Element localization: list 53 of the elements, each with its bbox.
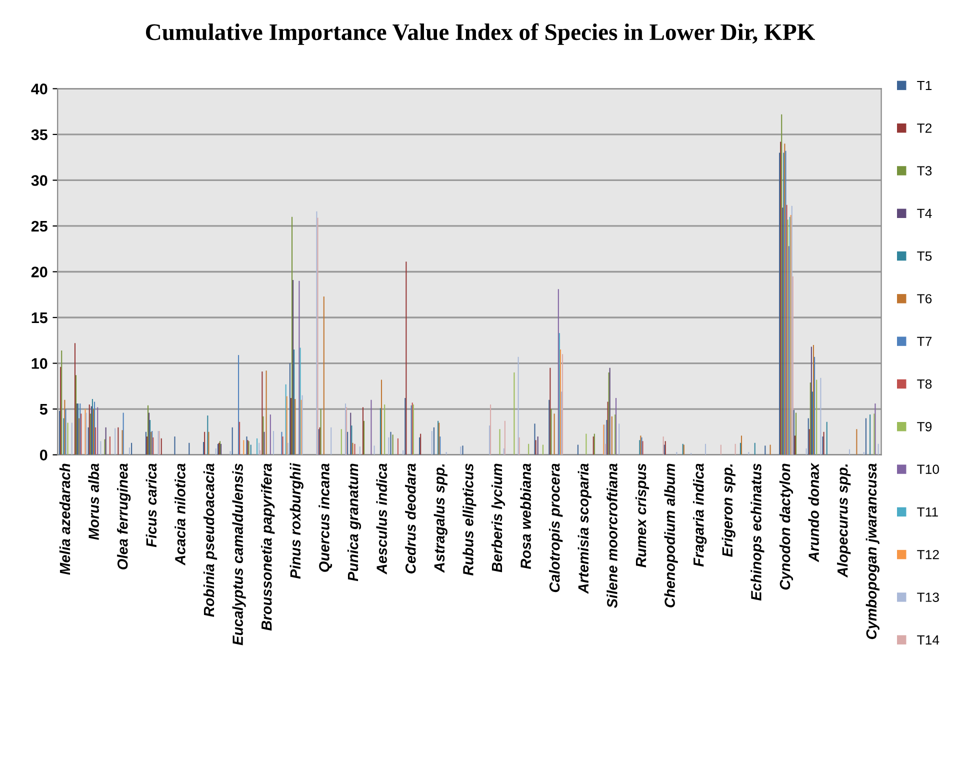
y-tick-label: 0 bbox=[40, 450, 48, 460]
x-tick-label: Silene moorcroftiana bbox=[606, 464, 618, 608]
x-tick-label: Olea ferruginea bbox=[117, 464, 131, 570]
x-tick-label: Fragaria indica bbox=[693, 464, 707, 567]
y-tick-label: 25 bbox=[31, 220, 48, 232]
legend-label: T8 bbox=[917, 379, 932, 389]
x-tick-label: Echinops echinatus bbox=[750, 464, 764, 601]
x-tick-label: Eucalyptus camaldulensis bbox=[232, 464, 246, 646]
x-tick-label: Erigeron spp. bbox=[722, 464, 736, 557]
legend-label: T12 bbox=[917, 550, 939, 560]
x-tick-label: Pinus roxburghii bbox=[290, 462, 304, 579]
y-tick-label: 40 bbox=[31, 84, 48, 94]
legend-label: T13 bbox=[917, 592, 939, 602]
legend-label: T1 bbox=[917, 80, 932, 90]
chart-title: Cumulative Importance Value Index of Species in Lower Dir, KPK bbox=[146, 23, 815, 45]
legend-label: T11 bbox=[917, 507, 938, 517]
legend-label: T6 bbox=[917, 294, 932, 304]
x-tick-label: Morus alba bbox=[88, 464, 99, 540]
x-tick-label: Quercus incana bbox=[318, 464, 332, 572]
y-tick-label: 35 bbox=[31, 129, 48, 140]
x-tick-label: Acacia nilotica bbox=[174, 464, 186, 566]
x-tick-label: Rumex crispus bbox=[635, 464, 650, 568]
legend-label: T3 bbox=[917, 166, 932, 176]
x-tick-label: Cymbopogan jwarancusa bbox=[866, 464, 880, 640]
y-tick-label: 15 bbox=[32, 312, 48, 324]
legend-label: T4 bbox=[917, 208, 932, 218]
x-tick-label: Broussonetia papyrifera bbox=[261, 464, 275, 631]
legend-label: T2 bbox=[917, 123, 932, 133]
x-tick-label: Aesculus indica bbox=[376, 464, 387, 574]
x-tick-label: Rubus ellipticus bbox=[462, 464, 476, 576]
legend-label: T7 bbox=[917, 336, 932, 346]
x-tick-label: Cynodon dactylon bbox=[779, 464, 794, 590]
y-tick-label: 5 bbox=[40, 404, 48, 415]
y-tick-label: 20 bbox=[31, 266, 48, 278]
x-tick-label: Alopecurus spp. bbox=[837, 464, 851, 578]
x-tick-label: Calotropis procera bbox=[549, 464, 563, 592]
legend-label: T10 bbox=[917, 464, 940, 474]
x-tick-label: Astragalus spp. bbox=[434, 464, 448, 573]
legend-label: T5 bbox=[917, 252, 932, 261]
x-tick-label: Rosa webbiana bbox=[520, 464, 531, 570]
x-tick-label: Chenopodium album bbox=[664, 464, 678, 608]
x-tick-label: Punica granatum bbox=[347, 464, 362, 582]
x-tick-label: Berberis lycium bbox=[491, 464, 506, 572]
y-tick-label: 30 bbox=[31, 175, 48, 186]
x-tick-label: Cedrus deodara bbox=[405, 464, 416, 574]
y-tick-label: 10 bbox=[32, 358, 48, 369]
x-tick-label: Ficus carica bbox=[146, 464, 157, 548]
x-tick-label: Melia azedarach bbox=[59, 464, 70, 575]
x-tick-label: Robinia pseudoacacia bbox=[203, 464, 218, 617]
legend-label: T14 bbox=[917, 635, 940, 644]
legend-label: T9 bbox=[917, 422, 932, 432]
x-tick-label: Arundo donax bbox=[808, 462, 819, 562]
x-tick-label: Artemisia scoparia bbox=[578, 464, 592, 594]
